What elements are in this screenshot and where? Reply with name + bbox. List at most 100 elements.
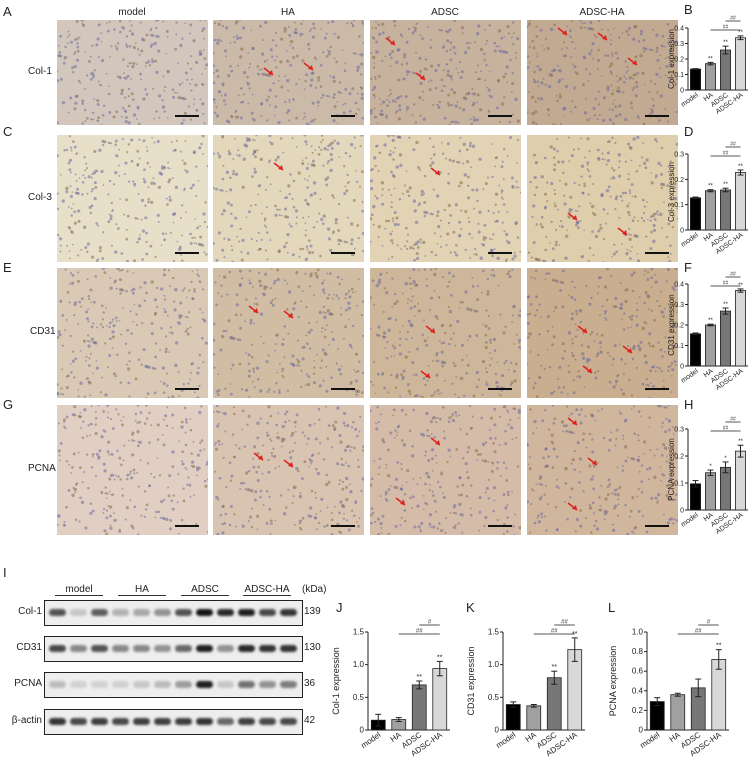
- panel-label-e: E: [3, 260, 12, 275]
- blot-band: [49, 681, 66, 688]
- y-tick-label: 0.2: [674, 454, 684, 461]
- blot-band: [280, 681, 297, 688]
- bar-adsc-ha: [735, 37, 747, 91]
- y-tick-label: 0.4: [674, 282, 684, 289]
- y-tick-label: 0.3: [674, 302, 684, 309]
- red-arrow-icon: [582, 365, 593, 374]
- red-arrow-icon: [617, 227, 628, 236]
- panel-label-k: K: [466, 600, 475, 615]
- red-arrow-icon: [567, 212, 578, 221]
- significance-label: ##: [723, 426, 729, 432]
- panel-label-j: J: [336, 600, 343, 615]
- blot-band: [91, 681, 108, 688]
- blot-band: [175, 645, 192, 652]
- column-label-ha: HA: [281, 7, 295, 18]
- micrograph-cd31-model: [57, 268, 208, 398]
- micrograph-pcna-model: [57, 405, 208, 535]
- panel-label-f: F: [684, 260, 692, 275]
- significance-label: ##: [695, 629, 702, 635]
- bar-ha: [526, 705, 542, 731]
- blot-band: [91, 609, 108, 616]
- y-axis-label: PCNA expression: [608, 646, 618, 717]
- significance-star: **: [738, 439, 743, 445]
- bar-model: [689, 333, 701, 367]
- blot-band: [217, 681, 234, 688]
- red-arrow-icon: [425, 325, 436, 334]
- significance-star: *: [724, 456, 727, 462]
- significance-star: **: [437, 654, 443, 661]
- panel-label-l: L: [608, 600, 616, 615]
- y-tick-label: 0.3: [674, 41, 684, 48]
- blot-band: [280, 718, 297, 725]
- bar-ha: [705, 472, 717, 511]
- blot-band: [217, 718, 234, 725]
- bar-adsc: [720, 466, 732, 511]
- red-arrow-icon: [248, 305, 259, 314]
- bar-adsc-ha: [432, 668, 448, 731]
- significance-star: **: [708, 318, 713, 324]
- blot-band: [175, 718, 192, 725]
- blot-band: [196, 718, 213, 725]
- y-tick-label: 0.4: [632, 686, 644, 695]
- scale-bar: [488, 115, 512, 117]
- blot-band: [112, 681, 129, 688]
- blot-group-ha: HA: [118, 584, 166, 596]
- scale-bar: [175, 115, 199, 117]
- significance-star: **: [417, 674, 423, 681]
- bar-adsc: [411, 684, 427, 731]
- red-arrow-icon: [622, 345, 633, 354]
- y-tick-label: 0.1: [674, 202, 684, 209]
- micrograph-pcna-adsc: [370, 405, 521, 535]
- scale-bar: [175, 388, 199, 390]
- y-tick-label: 0: [680, 508, 684, 515]
- scale-bar: [645, 525, 669, 527]
- y-tick-label: 0.2: [674, 57, 684, 64]
- panel-label-c: C: [3, 124, 13, 139]
- scale-bar: [488, 525, 512, 527]
- scale-bar: [331, 115, 355, 117]
- significance-label: ##: [730, 272, 736, 278]
- bar-model: [689, 197, 701, 231]
- blot-band: [175, 609, 192, 616]
- micrograph-cd31-adsc-ha: [527, 268, 678, 398]
- blot-band: [49, 718, 66, 725]
- blot-band: [112, 645, 129, 652]
- bar-adsc: [720, 49, 732, 91]
- blot-band: [238, 645, 255, 652]
- blot-band: [49, 609, 66, 616]
- y-axis-label: CD31 expression: [466, 646, 476, 715]
- blot-band: [70, 718, 87, 725]
- y-tick-label: 0.2: [632, 706, 644, 715]
- y-tick-label: 0.2: [674, 177, 684, 184]
- column-label-adsc-ha: ADSC-HA: [579, 7, 625, 18]
- significance-label: ##: [730, 142, 736, 148]
- blot-band: [49, 645, 66, 652]
- blot-kda-2: 36: [304, 678, 316, 689]
- blot-band: [154, 718, 171, 725]
- blot-band: [133, 645, 150, 652]
- micrograph-col-1-model: [57, 20, 208, 125]
- red-arrow-icon: [430, 167, 441, 176]
- micrograph-col-3-ha: [213, 135, 364, 262]
- micrograph-col-1-adsc-ha: [527, 20, 678, 125]
- red-arrow-icon: [577, 325, 588, 334]
- bar-adsc-ha: [735, 290, 747, 367]
- blot-band: [91, 645, 108, 652]
- significance-label: ##: [730, 16, 736, 22]
- red-arrow-icon: [420, 370, 431, 379]
- y-tick-label: 0: [680, 88, 684, 95]
- blot-band: [196, 645, 213, 652]
- bar-adsc: [720, 189, 732, 231]
- red-arrow-icon: [283, 459, 294, 468]
- micrograph-col-1-ha: [213, 20, 364, 125]
- significance-label: ##: [561, 620, 568, 626]
- y-tick-label: 0.6: [632, 667, 644, 676]
- red-arrow-icon: [430, 437, 441, 446]
- y-tick-label: 0: [495, 726, 500, 735]
- y-tick-label: 0.1: [674, 481, 684, 488]
- bar-model: [505, 704, 521, 731]
